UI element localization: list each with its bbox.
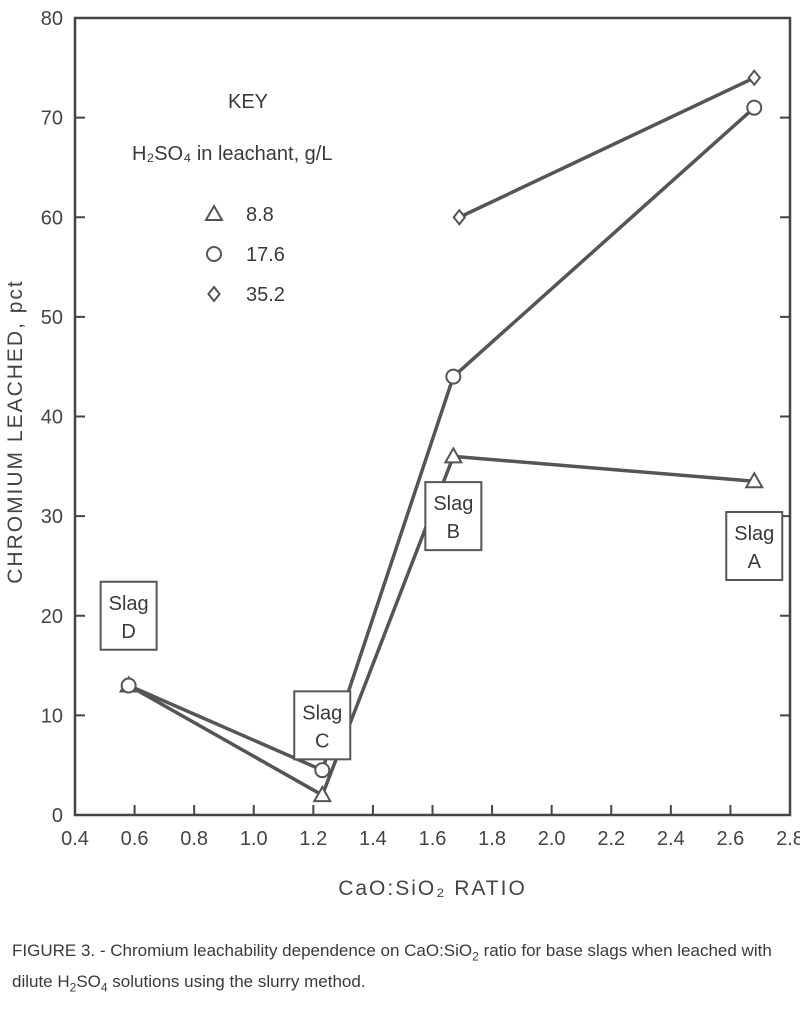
series-line [458,76,755,219]
legend-label: 17.6 [246,244,285,266]
y-tick-label: 30 [41,506,63,528]
series-group [118,69,764,803]
data-point-diamond [452,208,467,226]
slag-label-line2: D [121,621,135,643]
legend-subtitle: H₂SO₄ in leachant, g/L [132,143,332,165]
data-point-circle [746,99,763,116]
y-tick-label: 50 [41,307,63,329]
legend-label: 8.8 [246,204,274,226]
slag-label-line1: Slag [433,493,473,515]
y-axis-title: CHROMIUM LEACHED, pct [4,279,27,584]
x-tick-label: 2.0 [538,828,566,850]
y-tick-label: 80 [41,8,63,30]
legend-marker-triangle [204,203,224,221]
legend-marker-circle [206,246,222,262]
data-point-triangle [744,471,764,489]
series-circle [120,99,763,779]
slag-label-line1: Slag [302,702,342,724]
data-point-triangle [443,446,464,464]
x-tick-label: 1.4 [359,828,387,850]
y-tick-label: 40 [41,407,63,429]
x-tick-label: 0.6 [121,828,149,850]
slag-label-box: Slag D [99,580,158,651]
slag-annotations: Slag D Slag C Slag B Slag A [99,481,784,761]
series-diamond [452,69,762,226]
figure-caption: FIGURE 3. - Chromium leachability depend… [12,941,772,995]
legend-label: 35.2 [246,284,285,306]
slag-label-line2: C [315,730,329,752]
x-tick-label: 0.8 [180,828,208,850]
data-point-circle [314,762,331,779]
legend-marker-diamond [207,285,221,303]
data-point-circle [120,677,137,694]
x-tick-label: 1.8 [478,828,506,850]
x-tick-label: 1.0 [240,828,268,850]
slag-label-box: Slag A [725,511,784,582]
slag-box-border [424,481,483,552]
series-line [127,454,755,797]
slag-label-line1: Slag [734,523,774,545]
slag-label-line1: Slag [109,593,149,615]
caption-lead: FIGURE 3. - [12,941,111,960]
x-tick-label: 2.2 [597,828,625,850]
slag-label-line2: A [748,551,762,573]
x-tick-label: 1.2 [299,828,327,850]
slag-label-line2: B [447,521,460,543]
x-tick-label: 2.8 [776,828,800,850]
x-tick-label: 2.6 [717,828,745,850]
legend-title: KEY [228,91,268,113]
slag-box-border [725,511,784,582]
y-tick-label: 20 [41,606,63,628]
series-line [127,106,756,772]
slag-label-box: Slag B [424,481,483,552]
slag-box-border [293,690,352,761]
plot-border [73,16,792,817]
data-point-triangle [312,785,332,803]
y-tick-label: 70 [41,108,63,130]
y-tick-label: 60 [41,207,63,229]
plot-frame [73,16,792,817]
x-tick-label: 2.4 [657,828,685,850]
x-axis-title: CaO:SiO₂ RATIO [338,877,527,900]
chart: 0.4 0.6 0.8 1.0 1.2 1.4 1.6 1.8 2.0 2.2 2.4 2.6 2.8 0… [4,8,800,900]
data-point-circle [445,368,462,385]
data-point-diamond [747,69,762,87]
x-tick-label: 0.4 [61,828,89,850]
y-tick-label: 0 [52,805,63,827]
slag-label-box: Slag C [293,690,352,761]
y-tick-label: 10 [41,705,63,727]
legend: KEY H₂SO₄ in leachant, g/L 8.8 17.6 35.2 [132,91,332,306]
axis-ticks: 0.4 0.6 0.8 1.0 1.2 1.4 1.6 1.8 2.0 2.2 2.4 2.6 2.8 0… [41,8,800,850]
slag-box-border [99,580,158,651]
x-tick-label: 1.6 [419,828,447,850]
